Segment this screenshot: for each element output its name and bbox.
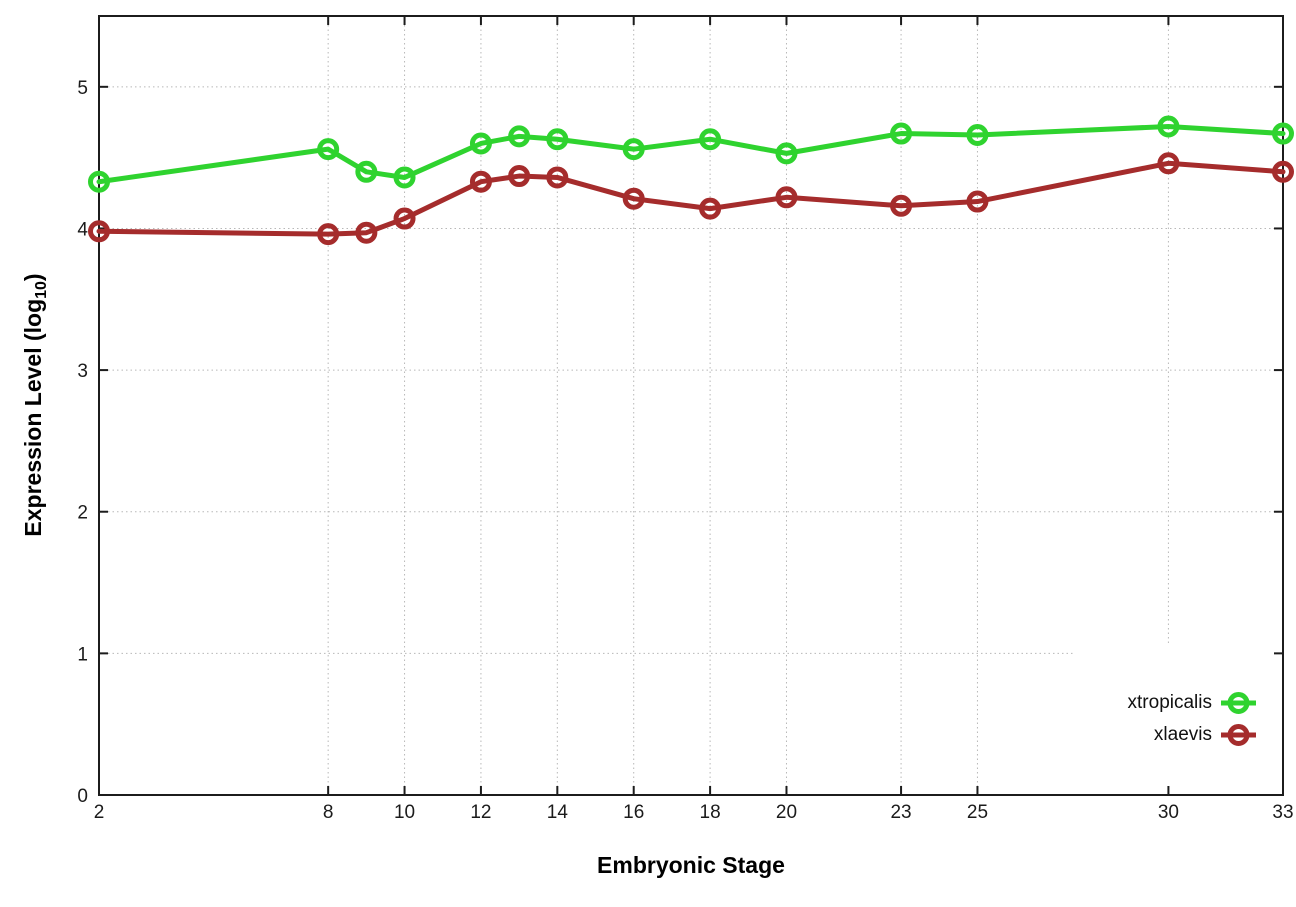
data-point-xlaevis [393,207,416,230]
x-tick-label: 10 [394,802,415,823]
legend-entry-xtropicalis: xtropicalis [1128,687,1212,719]
data-point-xlaevis [1157,152,1180,175]
legend-marker-xlaevis [1221,724,1256,746]
data-point-xtropicalis [775,142,798,165]
data-point-xtropicalis [317,138,340,161]
legend-marker-xtropicalis [1221,692,1256,714]
data-point-xtropicalis [88,170,110,193]
x-tick-label: 2 [94,802,105,823]
y-axis-title-subscript: 10 [33,281,50,299]
y-axis-title-suffix: ) [20,273,46,282]
series-xtropicalis [88,115,1294,193]
x-tick-label: 33 [1272,802,1293,823]
x-tick-label: 8 [323,802,334,823]
legend-background [1073,643,1283,794]
y-tick-label: 3 [77,361,88,382]
data-point-xtropicalis [355,160,378,183]
data-point-xlaevis [469,170,492,193]
data-point-xtropicalis [546,128,569,151]
data-point-xlaevis [966,190,989,213]
data-point-xtropicalis [1272,122,1294,145]
data-point-xtropicalis [1157,115,1180,138]
legend-label-xlaevis: xlaevis [1153,724,1212,745]
data-point-xlaevis [775,186,798,209]
y-tick-label: 5 [77,78,88,99]
y-tick-label: 0 [77,786,88,807]
y-axis-title-text: Expression Level (log [20,298,46,537]
legend-point-sample [1227,692,1250,714]
data-point-xlaevis [890,194,913,217]
legend: xtropicalis xlaevis [1128,687,1212,751]
data-point-xlaevis [355,221,378,244]
y-tick-label: 2 [77,503,88,524]
x-axis-title: Embryonic Stage [597,852,785,878]
x-tick-label: 16 [623,802,644,823]
y-tick-label: 1 [77,644,88,665]
data-point-xtropicalis [393,166,416,189]
tick-marks [98,16,1284,796]
legend-label-xtropicalis: xtropicalis [1127,692,1212,713]
data-point-xtropicalis [966,123,989,146]
x-tick-label: 12 [470,802,491,823]
data-point-xtropicalis [699,128,722,151]
series-xlaevis [88,152,1294,246]
data-point-xlaevis [1272,160,1294,183]
x-tick-label: 14 [547,802,569,823]
series-line-xlaevis [96,160,1286,237]
legend-entry-xlaevis: xlaevis [1128,719,1212,751]
data-point-xtropicalis [469,132,492,155]
data-point-xtropicalis [622,138,645,161]
data-point-xlaevis [317,223,340,246]
data-point-xtropicalis [890,122,913,145]
y-axis-title: Expression Level (log10) [19,15,50,795]
data-point-xlaevis [508,165,531,188]
y-tick-label: 4 [77,219,88,240]
x-tick-label: 18 [700,802,721,823]
x-tick-label: 23 [890,802,911,823]
data-point-xlaevis [622,187,645,210]
x-tick-label: 30 [1158,802,1179,823]
data-point-xtropicalis [508,125,531,148]
data-point-xlaevis [546,166,569,189]
x-tick-label: 20 [776,802,797,823]
data-point-xlaevis [88,220,110,243]
x-tick-label: 25 [967,802,988,823]
legend-point-sample [1227,724,1250,746]
data-point-xlaevis [699,197,722,220]
plot-border [98,15,1284,796]
